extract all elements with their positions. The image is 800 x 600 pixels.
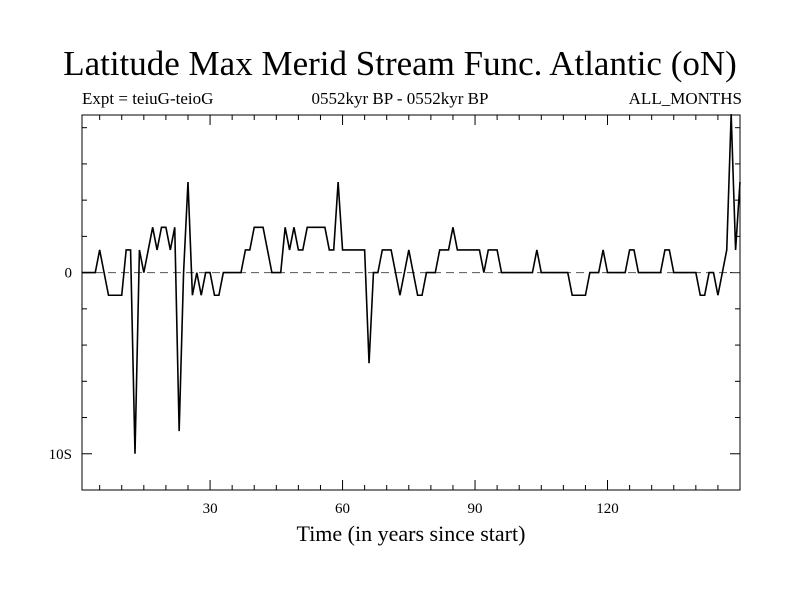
x-axis-label: Time (in years since start) [296,521,526,546]
x-tick-label: 30 [203,501,218,517]
x-tick-label: 60 [335,501,350,517]
tick-labels: 30 60 90 120 0 10S [49,266,619,517]
plot-frame [81,114,741,491]
y-tick-label: 10S [49,447,72,463]
axis-ticks [82,115,740,491]
x-tick-label: 90 [468,501,483,517]
experiment-label: Expt = teiuG-teioG [82,89,214,108]
period-label: 0552kyr BP - 0552kyr BP [311,89,489,108]
x-tick-label: 120 [596,501,619,517]
chart-title: Latitude Max Merid Stream Func. Atlantic… [63,44,737,83]
y-tick-label: 0 [65,266,73,282]
months-label: ALL_MONTHS [628,89,742,108]
series-line [82,114,741,454]
